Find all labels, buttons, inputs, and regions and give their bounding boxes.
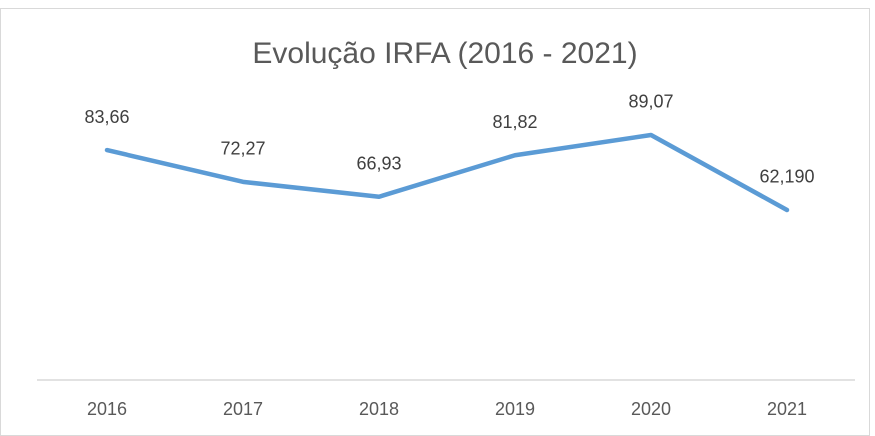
data-label: 81,82 <box>492 112 537 132</box>
data-label: 66,93 <box>356 154 401 174</box>
x-tick-label: 2020 <box>631 399 671 419</box>
data-label: 62,190 <box>759 167 814 187</box>
data-label: 89,07 <box>628 92 673 112</box>
x-tick-label: 2016 <box>87 399 127 419</box>
x-tick-label: 2018 <box>359 399 399 419</box>
series-line <box>104 132 790 213</box>
chart-title: Evolução IRFA (2016 - 2021) <box>252 37 637 70</box>
x-tick-label: 2017 <box>223 399 263 419</box>
x-tick-label: 2019 <box>495 399 535 419</box>
data-label: 83,66 <box>84 107 129 127</box>
chart-frame <box>0 8 870 436</box>
x-tick-label: 2021 <box>767 399 807 419</box>
data-label: 72,27 <box>220 139 265 159</box>
